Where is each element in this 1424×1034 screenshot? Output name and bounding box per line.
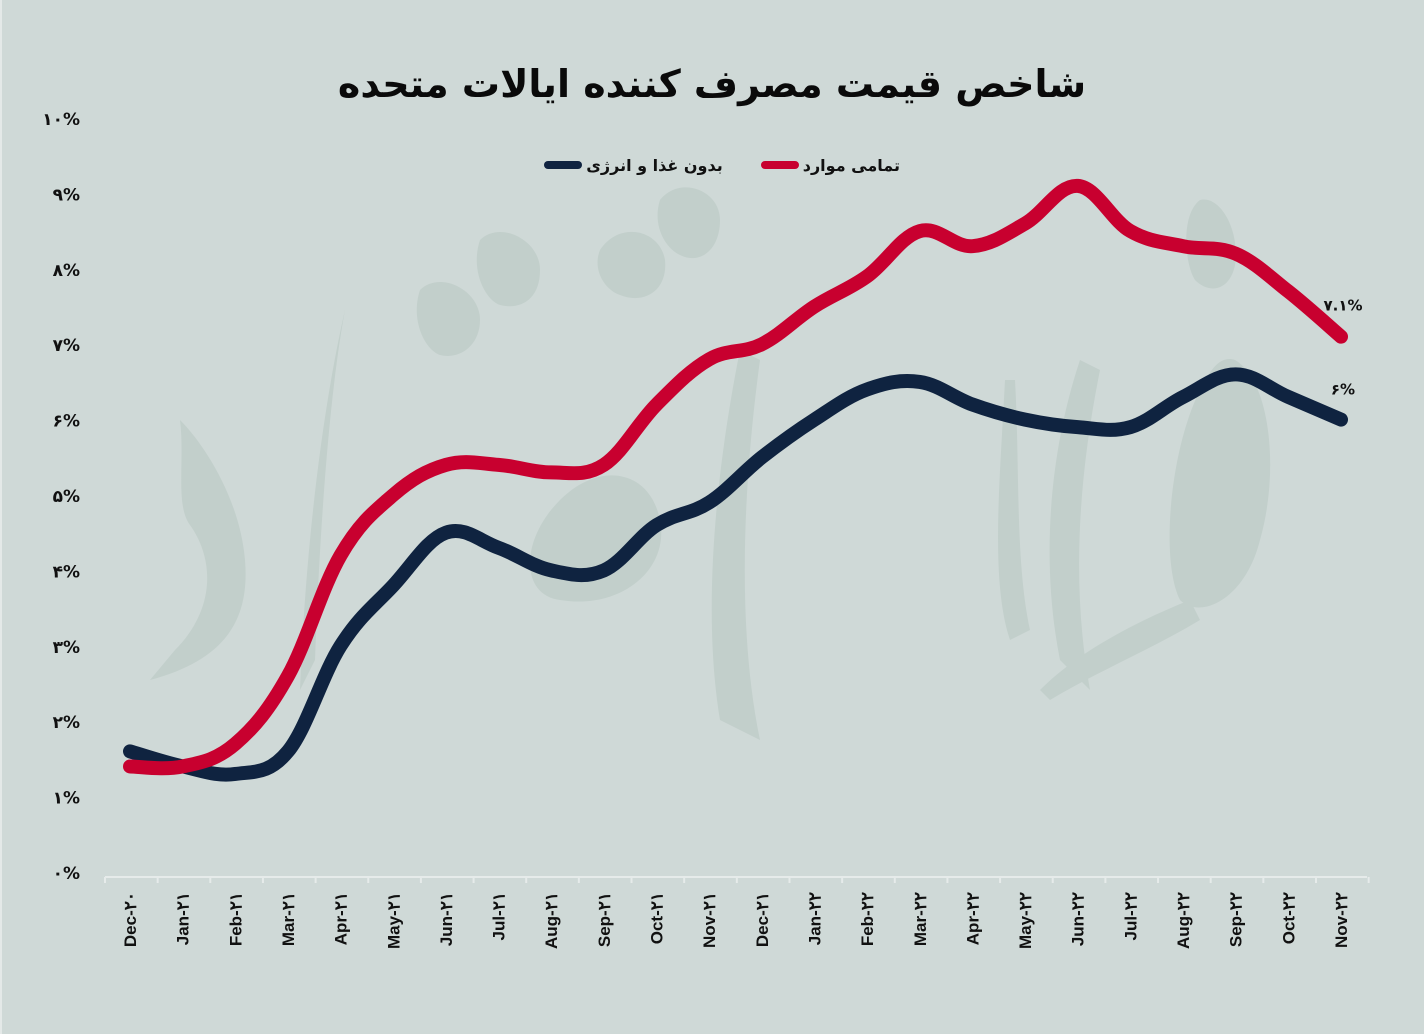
x-tick-label: Mar-۲۱ [279,892,298,946]
core-end-label: ۶% [1331,381,1355,399]
x-tick-label: Aug-۲۲ [1174,892,1193,949]
y-tick-label: ۷% [53,336,80,356]
y-tick-label: ۵% [53,487,80,507]
x-tick-label: Oct-۲۱ [648,892,667,944]
x-tick-label: May-۲۱ [384,892,403,949]
x-tick-label: Jan-۲۲ [805,892,824,945]
legend-swatch-core [544,161,583,169]
legend-item-core: بدون غذا و انرژی [544,155,723,175]
y-axis: ۰% ۱% ۲% ۳% ۴% ۵% ۶% ۷% ۸% ۹% ۱۰% [42,110,80,884]
y-tick-label: ۸% [53,261,80,281]
legend: تمامی موارد بدون غذا و انرژی [540,150,900,180]
x-tick-label: Jul-۲۲ [1121,892,1140,941]
x-tick-label: Aug-۲۱ [542,892,561,949]
x-tick-label: Jun-۲۲ [1069,892,1088,946]
watermark-logo [150,187,1271,740]
x-tick-label: Dec-۲۱ [753,892,772,947]
legend-item-all-items: تمامی موارد [760,155,900,175]
legend-label-all-items: تمامی موارد [802,155,900,175]
x-tick-label: Oct-۲۲ [1279,892,1298,944]
y-tick-label: ۰% [53,864,80,884]
y-tick-label: ۱% [53,789,80,809]
chart-title: شاخص قیمت مصرف کننده ایالات متحده [337,62,1087,106]
x-tick-label: May-۲۲ [1016,892,1035,949]
x-axis: Dec-۲۰ Jan-۲۱ Feb-۲۱ Mar-۲۱ Apr-۲۱ May-۲۱ Jun-… [104,876,1370,949]
x-tick-label: Jun-۲۱ [437,892,456,946]
y-tick-label: ۲% [53,713,80,733]
x-tick-label: Nov-۲۲ [1332,892,1351,948]
x-tick-label: Apr-۲۲ [963,892,982,945]
x-tick-label: Jul-۲۱ [490,892,509,941]
x-tick-label: Sep-۲۱ [595,892,614,947]
x-tick-label: Dec-۲۰ [121,892,140,947]
core-cpi-line [123,367,1348,782]
legend-swatch-all-items [760,161,799,169]
x-tick-label: Apr-۲۱ [332,892,351,945]
all-items-cpi-line [123,178,1348,776]
y-tick-label: ۱۰% [42,110,80,130]
x-tick-label: Sep-۲۲ [1227,892,1246,947]
y-tick-label: ۹% [53,185,80,205]
y-tick-label: ۴% [53,562,80,582]
x-tick-label: Feb-۲۱ [226,892,245,946]
x-tick-label: Mar-۲۲ [911,892,930,946]
y-tick-label: ۶% [53,412,80,432]
x-tick-label: Feb-۲۲ [858,892,877,946]
y-tick-label: ۳% [53,638,80,658]
x-tick-label: Nov-۲۱ [700,892,719,948]
legend-label-core: بدون غذا و انرژی [586,155,723,175]
x-tick-label: Jan-۲۱ [174,892,193,945]
all-items-end-label: ۷.۱% [1323,297,1362,315]
